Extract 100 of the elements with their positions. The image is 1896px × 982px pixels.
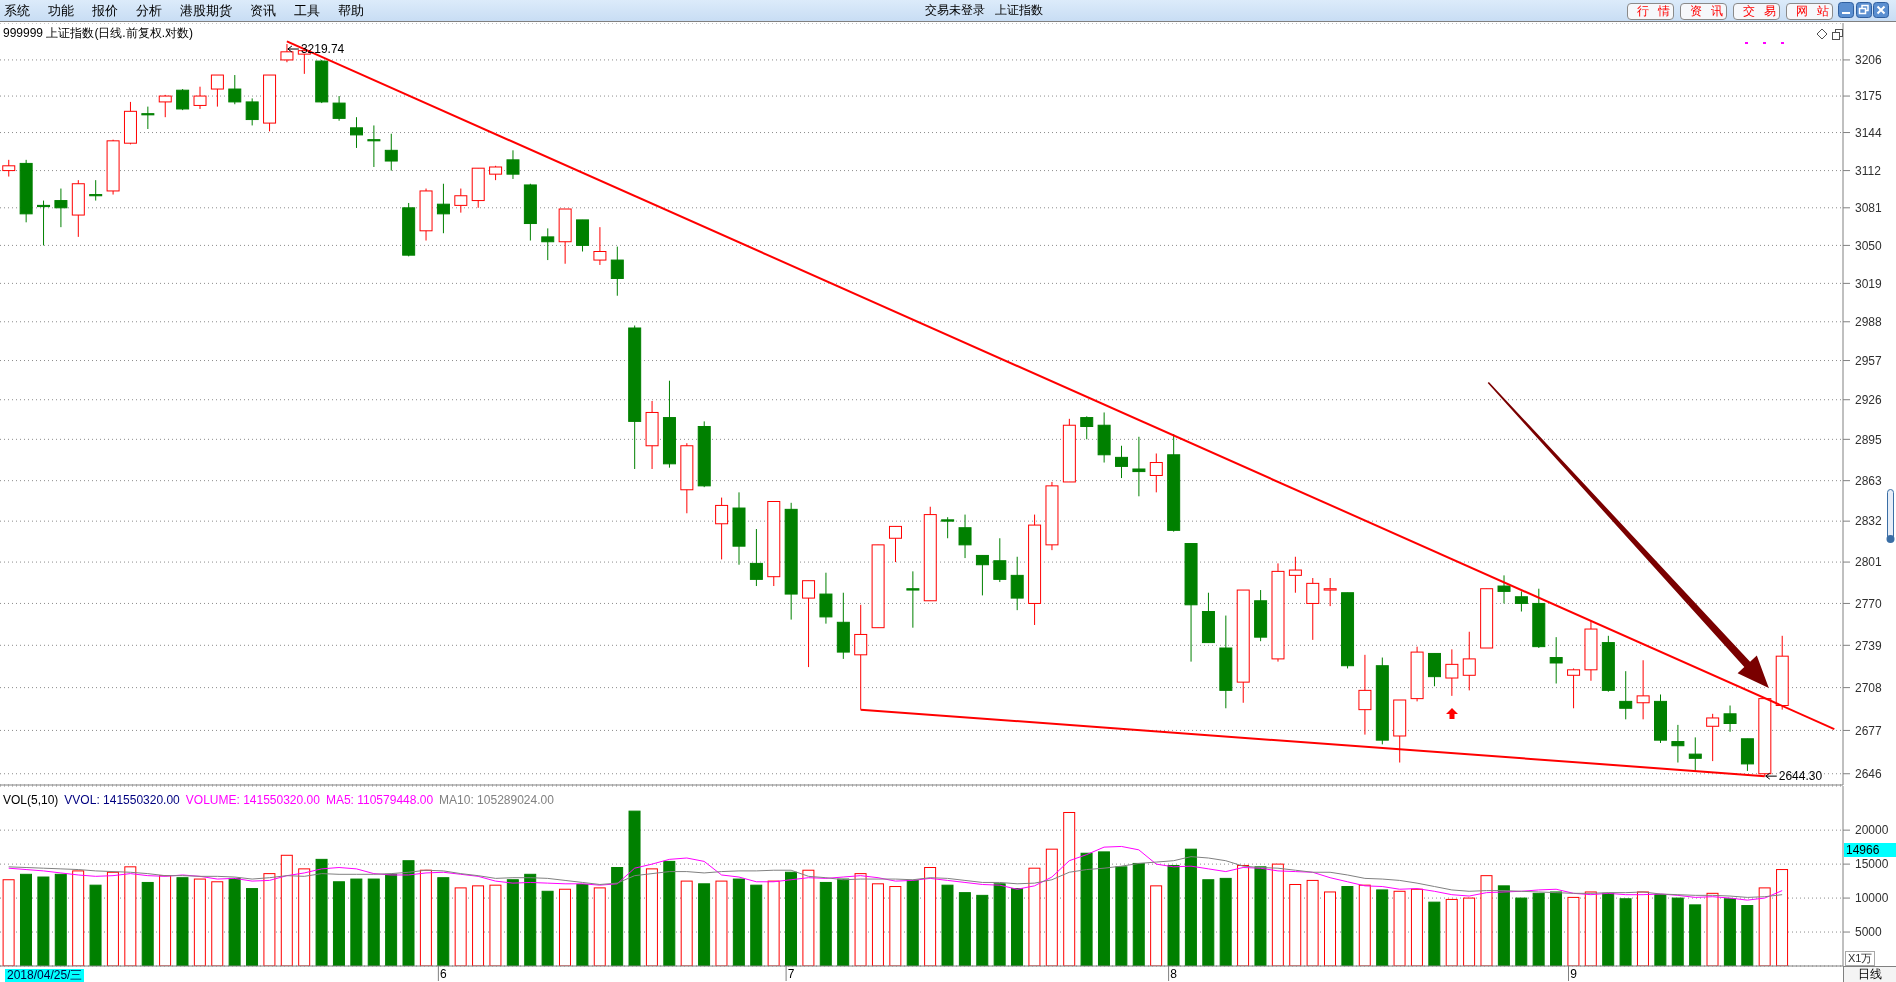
- x-tick-label: 8: [1170, 967, 1178, 981]
- bar: [506, 879, 519, 966]
- bar: [1063, 811, 1076, 966]
- y-tick-label: 3112: [1855, 163, 1882, 178]
- y-tick-label: 2988: [1855, 315, 1883, 330]
- text: 系统: [4, 3, 30, 18]
- text: 资讯: [1690, 4, 1732, 18]
- y-tick-label: 2895: [1855, 432, 1883, 447]
- bar: [1619, 898, 1632, 966]
- annotation: 3219.74: [300, 42, 345, 57]
- bar: [1167, 864, 1180, 966]
- text: 功能: [48, 3, 74, 18]
- y-tick-label: 2646: [1855, 767, 1883, 781]
- annotation: 2644.30: [1778, 769, 1823, 784]
- y-tick-label: 2801: [1855, 555, 1883, 570]
- candlestick: [384, 133, 398, 172]
- bar: [1358, 884, 1371, 966]
- bar: [680, 880, 693, 966]
- bar: [193, 878, 206, 966]
- bar: [472, 885, 485, 966]
- candlestick: [332, 95, 346, 122]
- bar: [263, 873, 276, 966]
- text: 上证指数: [995, 3, 1043, 18]
- candlestick: [1306, 577, 1320, 641]
- bar: [1097, 851, 1110, 966]
- bar: [1671, 897, 1684, 966]
- bar: [854, 873, 867, 966]
- bar: [211, 881, 224, 966]
- bar: [437, 877, 450, 966]
- candlestick: [1671, 724, 1685, 764]
- bar: [1410, 888, 1423, 966]
- bar: [871, 883, 884, 966]
- bar: [246, 888, 259, 966]
- y-tick-label: 5000: [1855, 925, 1883, 940]
- candlestick: [610, 246, 624, 297]
- bar: [1080, 852, 1093, 966]
- candlestick: [1462, 631, 1476, 691]
- candlestick: [245, 97, 259, 126]
- candlestick: [593, 226, 607, 266]
- candlestick: [1080, 415, 1094, 440]
- bar: [1723, 898, 1736, 966]
- bar: [1219, 877, 1232, 966]
- bar: [1393, 890, 1406, 966]
- bar: [1376, 889, 1389, 966]
- candlestick: [1358, 654, 1372, 736]
- y-tick-label: 3019: [1855, 276, 1883, 291]
- text: 报价: [92, 3, 118, 18]
- bar: [1271, 863, 1284, 966]
- bar: [1515, 897, 1528, 966]
- text: MA5: 110579448.00: [325, 793, 434, 807]
- bar: [1636, 891, 1649, 966]
- bar: [106, 871, 119, 966]
- bar: [1289, 883, 1302, 966]
- y-tick-label: 2863: [1855, 473, 1883, 488]
- bar: [332, 881, 345, 966]
- annotation: VOLUME: 141550320.00: [185, 793, 320, 807]
- text: 14966: [1846, 843, 1880, 857]
- bar: [1132, 862, 1145, 966]
- bar: [802, 869, 815, 966]
- bar: [298, 868, 311, 966]
- candlestick: [506, 149, 520, 180]
- y-tick-label: 2957: [1855, 353, 1883, 368]
- text: 交易未登录: [925, 3, 985, 18]
- bar: [1306, 879, 1319, 966]
- text: 工具: [294, 3, 320, 18]
- candlestick: [141, 106, 155, 130]
- x-tick-label: 9: [1570, 967, 1578, 981]
- y-tick-label: 2739: [1855, 638, 1883, 653]
- bar: [19, 873, 32, 966]
- chart-title: 999999 上证指数(日线.前复权.对数): [3, 26, 194, 40]
- y-axis-title: X1万: [1848, 952, 1873, 964]
- y-tick-label: 2708: [1855, 680, 1883, 695]
- y-tick-label: 2832: [1855, 514, 1883, 529]
- bar: [593, 887, 606, 966]
- bar: [159, 875, 172, 966]
- bar: [37, 876, 50, 966]
- bar: [141, 881, 154, 966]
- candlestick: [888, 525, 902, 563]
- candlestick: [1445, 648, 1459, 697]
- y-tick-label: 2677: [1855, 723, 1883, 738]
- candlestick: [210, 74, 224, 108]
- bar: [1428, 901, 1441, 966]
- candlestick: [749, 528, 763, 587]
- bar: [558, 888, 571, 966]
- text: 资讯: [250, 3, 276, 18]
- bar: [89, 884, 102, 966]
- bar: [280, 854, 293, 966]
- y-tick-label: 3175: [1855, 89, 1883, 104]
- candlestick: [193, 86, 207, 110]
- candlestick: [958, 514, 972, 559]
- candlestick: [37, 200, 51, 246]
- candlestick: [906, 570, 920, 629]
- bar: [1028, 867, 1041, 966]
- text: 行情: [1637, 4, 1679, 18]
- bar: [1532, 892, 1545, 966]
- text: 交易: [1743, 4, 1785, 18]
- text: 帮助: [338, 3, 364, 18]
- bar: [124, 866, 137, 966]
- bar: [1445, 898, 1458, 966]
- bar: [385, 873, 398, 966]
